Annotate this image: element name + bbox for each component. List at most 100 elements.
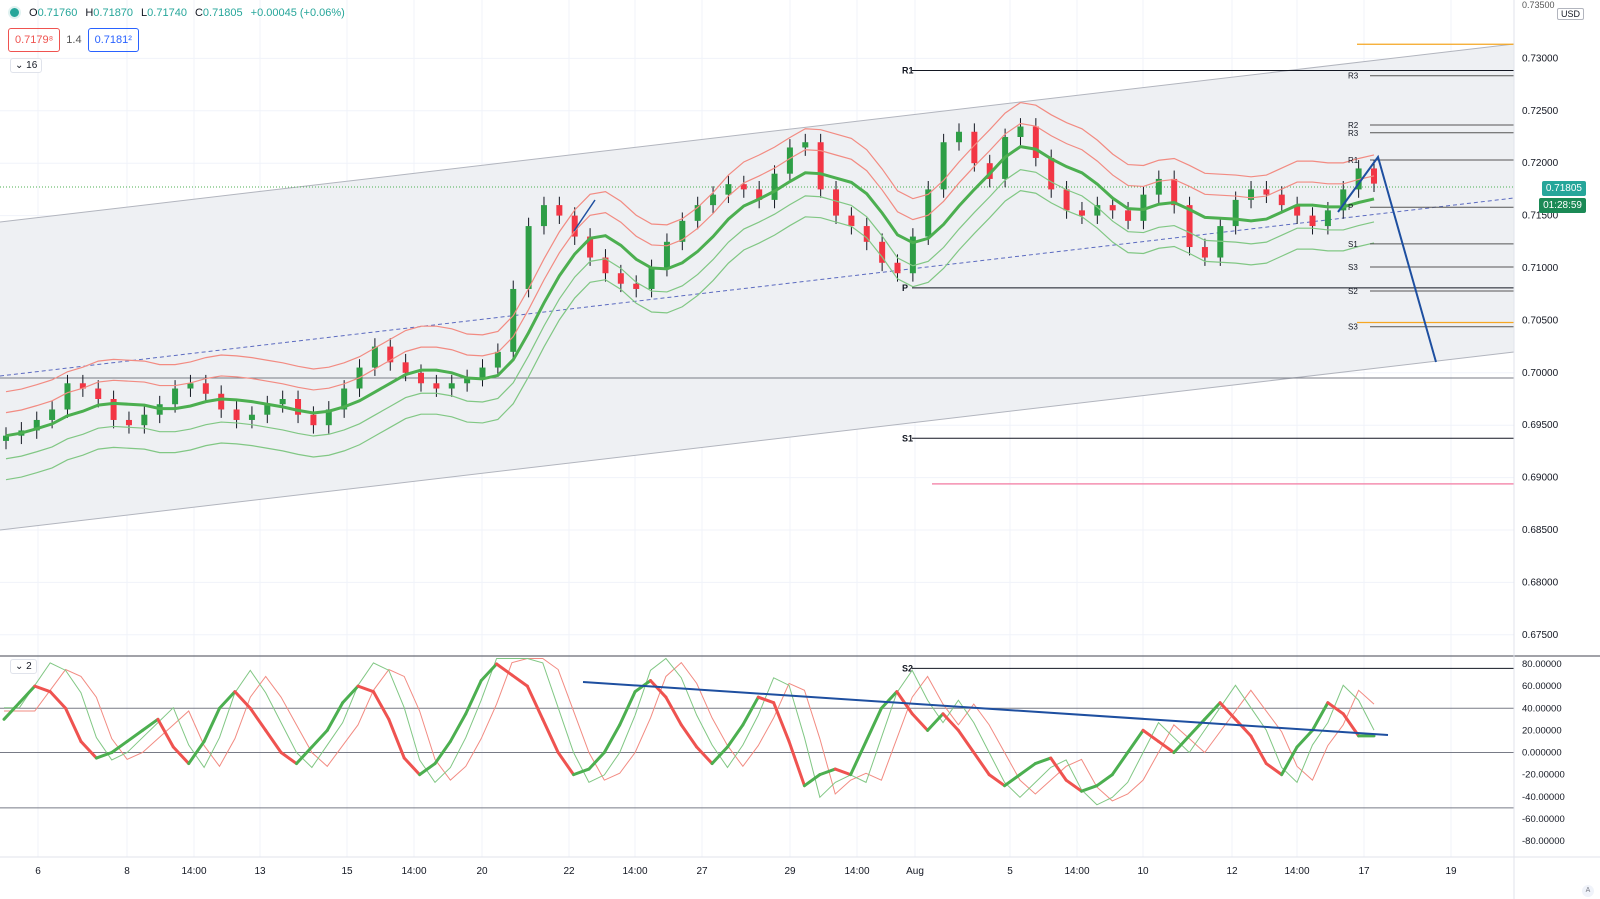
- lower-band-inner[interactable]: [5, 169, 1375, 460]
- candle-body: [940, 142, 947, 190]
- osc-main-segment: [510, 673, 529, 688]
- osc-main-segment: [79, 739, 98, 760]
- trend-drawing[interactable]: [573, 199, 596, 232]
- osc-main-segment: [710, 745, 729, 766]
- time-tick: Aug: [906, 866, 924, 877]
- upper-band-inner[interactable]: [5, 122, 1375, 414]
- candle-body: [879, 241, 886, 263]
- change-value: +0.00045 (+0.06%): [250, 6, 345, 19]
- price-axis[interactable]: 0.73500 0.73000 0.72500 0.72000 0.71500 0.710…: [1522, 0, 1559, 641]
- time-tick: 14:00: [401, 866, 426, 877]
- time-tick: 14:00: [181, 866, 206, 877]
- oscillator-collapse-button[interactable]: ⌄ 2: [10, 659, 37, 674]
- time-tick: 14:00: [622, 866, 647, 877]
- moving-average-line[interactable]: [5, 145, 1375, 438]
- osc-divergence-line[interactable]: [582, 681, 1389, 736]
- candle-body: [295, 399, 302, 415]
- osc-main-segment: [294, 745, 314, 766]
- candle-body: [341, 388, 348, 410]
- osc-main-segment: [1126, 728, 1145, 754]
- osc-main-segment: [679, 723, 699, 749]
- candle-body: [633, 283, 640, 289]
- buy-button[interactable]: 0.7181²: [87, 28, 139, 52]
- upper-band-outer[interactable]: [5, 101, 1375, 393]
- osc-main-segment: [464, 679, 483, 716]
- time-tick: 19: [1445, 866, 1457, 877]
- candle-body: [464, 378, 471, 384]
- osc-signal-red[interactable]: [4, 657, 1375, 802]
- osc-main-segment: [187, 739, 206, 766]
- indicator-count: 16: [26, 60, 38, 71]
- lower-band-outer[interactable]: [5, 189, 1375, 481]
- osc-signal-green[interactable]: [4, 657, 1375, 806]
- osc-main-segment: [818, 767, 837, 777]
- last-price-tag: 0.71805: [1541, 181, 1586, 196]
- pivot-label: R3: [1348, 129, 1359, 138]
- candle-body: [1340, 189, 1347, 211]
- price-tick: 0.69500: [1522, 420, 1559, 431]
- candle-body: [187, 383, 194, 389]
- candle-body: [725, 184, 732, 195]
- price-tick: 0.70500: [1522, 315, 1559, 326]
- osc-main-segment: [787, 739, 806, 788]
- osc-main-segment: [602, 723, 622, 754]
- pivot-label: P: [1348, 203, 1353, 212]
- sell-button[interactable]: 0.7179⁸: [8, 28, 61, 52]
- candle-body: [540, 205, 547, 227]
- osc-main-segment: [802, 773, 822, 788]
- candle-body: [387, 346, 394, 363]
- osc-main-segment: [541, 717, 560, 754]
- ohlc-legend: O0.71760 H0.71870 L0.71740 C0.71805 +0.0…: [8, 6, 345, 19]
- auto-scale-button[interactable]: A: [1582, 885, 1594, 897]
- time-tick: 29: [784, 866, 796, 877]
- osc-main-segment: [248, 706, 268, 732]
- candle-body: [1309, 215, 1316, 227]
- candle-body: [202, 383, 209, 394]
- currency-badge[interactable]: USD: [1556, 8, 1584, 20]
- osc-tick: -60.00000: [1522, 814, 1565, 825]
- channel-midline[interactable]: [0, 197, 1515, 377]
- candle-body: [141, 414, 148, 426]
- time-tick: 17: [1358, 866, 1370, 877]
- candle-body: [33, 419, 40, 431]
- osc-main-segment: [587, 751, 606, 771]
- indicators-collapse-button[interactable]: ⌄ 16: [10, 58, 43, 73]
- candle-body: [740, 184, 747, 190]
- osc-tick: 20.00000: [1522, 725, 1562, 736]
- candle-body: [556, 205, 563, 216]
- candle-body: [218, 393, 225, 410]
- candle-body: [1248, 189, 1255, 200]
- osc-main-segment: [864, 706, 883, 743]
- candles: [3, 118, 1377, 450]
- time-tick: 6: [35, 866, 41, 877]
- pivot-label: S2: [1348, 287, 1358, 296]
- pivot-label: S3: [1348, 323, 1358, 332]
- low-value: 0.71740: [147, 6, 187, 19]
- candle-body: [1201, 247, 1208, 258]
- osc-main-segment: [156, 717, 175, 749]
- time-tick: 8: [124, 866, 130, 877]
- osc-main-segment: [1310, 701, 1330, 732]
- osc-axis[interactable]: 80.00000 60.00000 40.00000 20.00000 0.000000…: [1522, 659, 1565, 847]
- channel-lower-line[interactable]: [0, 351, 1515, 531]
- projection-path[interactable]: [1337, 154, 1437, 363]
- osc-main-segment: [17, 684, 37, 705]
- candle-body: [802, 142, 809, 148]
- osc-main-segment: [171, 745, 191, 766]
- osc-tick: 0.000000: [1522, 748, 1562, 759]
- candle-body: [817, 142, 824, 190]
- candle-body: [1155, 178, 1162, 195]
- time-tick: 10: [1137, 866, 1149, 877]
- candle-body: [1263, 189, 1270, 195]
- channel-upper-line[interactable]: [0, 43, 1515, 223]
- candle-body: [79, 383, 86, 389]
- time-axis[interactable]: 6 8 14:00 13 15 14:00 20 22 14:00 27 29 14:00 Aug 5 14…: [35, 866, 1457, 877]
- osc-main-segment: [1049, 756, 1068, 782]
- candle-body: [110, 399, 117, 420]
- price-tick: 0.72500: [1522, 106, 1559, 117]
- osc-main-segment: [1280, 745, 1299, 777]
- osc-tick: -40.00000: [1522, 792, 1565, 803]
- spread-value: 1.4: [66, 34, 82, 46]
